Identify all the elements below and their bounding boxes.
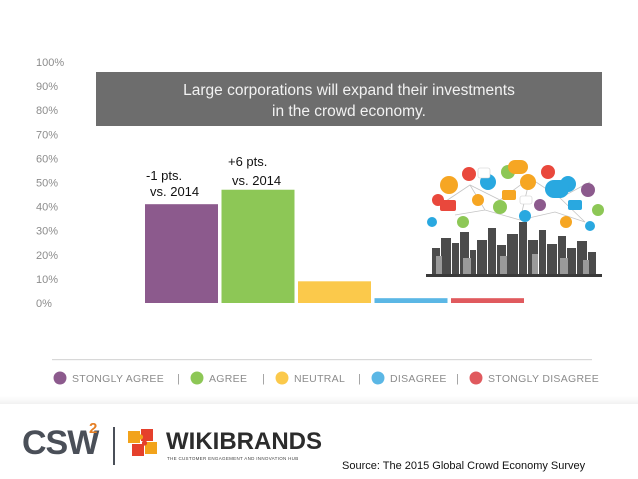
puzzle-icon [128, 429, 157, 456]
legend-separator: | [456, 373, 459, 385]
source-note: Source: The 2015 Global Crowd Economy Su… [342, 460, 586, 472]
y-tick-label: 90% [36, 81, 58, 93]
bar-strongly-disagree [451, 298, 524, 303]
y-tick-label: 70% [36, 129, 58, 141]
legend-swatch-agree [190, 371, 204, 385]
banner-line-1: Large corporations will expand their inv… [183, 82, 515, 99]
legend-label-agree: AGREE [209, 373, 247, 385]
legend-label-neutral: NEUTRAL [294, 373, 345, 385]
y-tick-label: 100% [36, 57, 64, 69]
bar-strongly-agree [145, 204, 218, 303]
csw-logo-superscript: 2 [89, 420, 98, 437]
annotation-agree-line-1: +6 pts. [228, 154, 267, 169]
bar-neutral [298, 281, 371, 303]
banner-background [96, 72, 602, 126]
bar-disagree [374, 298, 448, 303]
legend-divider [52, 359, 592, 361]
legend-swatch-strongly-agree [53, 371, 67, 385]
annotation-agree-line-2: vs. 2014 [232, 173, 281, 188]
y-tick-label: 80% [36, 105, 58, 117]
legend-swatch-neutral [275, 371, 289, 385]
y-tick-label: 30% [36, 226, 58, 238]
bars [145, 189, 524, 303]
y-tick-label: 0% [36, 298, 52, 310]
y-tick-label: 40% [36, 202, 58, 214]
legend-label-strongly-agree: STONGLY AGREE [72, 373, 164, 385]
y-tick-label: 60% [36, 153, 58, 165]
legend-label-strongly-disagree: STONGLY DISAGREE [488, 373, 599, 385]
annotation-strongly-agree-line-2: vs. 2014 [150, 184, 199, 199]
legend-swatch-disagree [371, 371, 385, 385]
crowd-icons [427, 160, 604, 231]
csw-logo: CSW [22, 424, 99, 462]
annotation-strongly-agree-line-1: -1 pts. [146, 168, 182, 183]
footer [0, 404, 638, 479]
bar-agree [221, 189, 295, 303]
legend: STONGLY AGREE | AGREE | NEUTRAL | DISAGREE | STO… [53, 371, 599, 385]
wikibrands-logo: WIKIBRANDS [166, 428, 322, 455]
y-tick-label: 20% [36, 250, 58, 262]
y-tick-label: 50% [36, 178, 58, 190]
wikibrands-tagline: THE CUSTOMER ENGAGEMENT AND INNOVATION H… [167, 456, 299, 461]
legend-swatch-strongly-disagree [469, 371, 483, 385]
legend-separator: | [358, 373, 361, 385]
legend-separator: | [262, 373, 265, 385]
legend-separator: | [177, 373, 180, 385]
crowd-economy-illustration [415, 155, 605, 285]
legend-label-disagree: DISAGREE [390, 373, 447, 385]
y-axis-ticks: 0% 10% 20% 30% 40% 50% 60% 70% 80% 90% 100% [36, 57, 64, 310]
banner-line-2: in the crowd economy. [272, 103, 426, 120]
y-tick-label: 10% [36, 274, 58, 286]
logo-divider [113, 427, 115, 465]
